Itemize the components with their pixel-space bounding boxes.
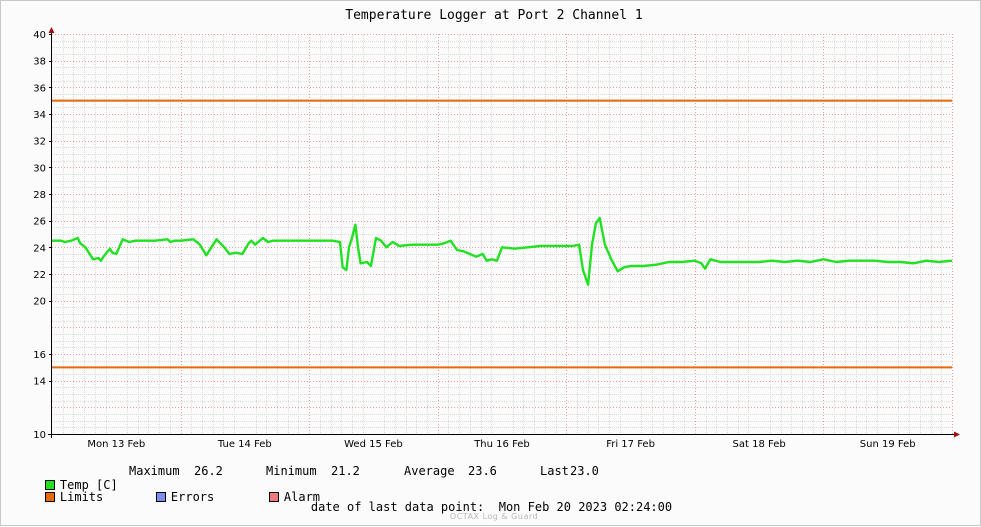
y-tick-label: 10 <box>33 430 46 441</box>
stat-min-value: 21.2 <box>331 464 360 478</box>
axes <box>48 27 960 438</box>
legend-errors-label: Errors <box>170 490 215 504</box>
legend-alarm-swatch <box>268 492 279 502</box>
brand-watermark: OCTAX Log & Guard <box>449 512 539 521</box>
y-tick-label: 28 <box>33 190 46 201</box>
x-tick-label: Fri 17 Feb <box>606 439 655 450</box>
y-tick-label: 24 <box>33 243 46 254</box>
legend-limits: Limits <box>16 476 103 518</box>
y-axis-arrow <box>48 27 55 33</box>
y-tick-label: 36 <box>33 83 46 94</box>
y-tick-label: 20 <box>33 297 46 308</box>
y-tick-label: 16 <box>33 350 46 361</box>
stat-min-label: Minimum <box>266 464 317 478</box>
last-data-point-label: date of last data point: <box>310 500 485 514</box>
legend-temp: Temp [C] <box>16 464 118 506</box>
x-tick-label: Mon 13 Feb <box>87 439 145 450</box>
stat-last-label: Last <box>540 464 569 478</box>
x-tick-label: Sat 18 Feb <box>733 439 786 450</box>
x-tick-labels: Mon 13 Feb Tue 14 Feb Wed 15 Feb Thu 16 Feb… <box>87 439 915 450</box>
y-tick-label: 40 <box>33 30 46 41</box>
chart-title: Temperature Logger at Port 2 Channel 1 <box>345 8 642 23</box>
minor-grid <box>52 34 952 434</box>
y-tick-label: 34 <box>33 110 46 121</box>
y-tick-label: 22 <box>33 270 46 281</box>
stat-max-value: 26.2 <box>194 464 223 478</box>
legend-alarm: Alarm <box>240 476 320 518</box>
stat-avg-value: 23.6 <box>468 464 497 478</box>
stat-last-value: 23.0 <box>570 464 599 478</box>
legend-errors: Errors <box>127 476 214 518</box>
x-tick-label: Thu 16 Feb <box>473 439 530 450</box>
legend-errors-swatch <box>155 492 166 502</box>
x-tick-label: Tue 14 Feb <box>217 439 272 450</box>
y-tick-labels: 10 14 16 20 22 24 26 28 30 32 34 36 38 40 <box>33 30 46 441</box>
last-data-point: date of last data point: Mon Feb 20 2023… <box>1 500 981 514</box>
y-tick-label: 32 <box>33 137 46 148</box>
x-tick-label: Sun 19 Feb <box>860 439 916 450</box>
last-data-point-value: Mon Feb 20 2023 02:24:00 <box>498 500 673 514</box>
legend-temp-swatch <box>44 480 55 490</box>
legend-alarm-label: Alarm <box>283 490 321 504</box>
y-tick-label: 26 <box>33 217 46 228</box>
y-tick-label: 14 <box>33 377 46 388</box>
series-layer <box>52 216 953 286</box>
legend-limits-label: Limits <box>59 490 104 504</box>
y-tick-label: 38 <box>33 57 46 68</box>
x-axis-arrow <box>954 431 960 438</box>
limit-lines <box>52 99 952 369</box>
legend-temp-label: Temp [C] <box>59 478 118 492</box>
legend-limits-swatch <box>44 492 55 502</box>
x-tick-label: Wed 15 Feb <box>344 439 403 450</box>
series-line <box>52 216 953 286</box>
stat-avg-label: Average <box>404 464 455 478</box>
y-tick-label: 30 <box>33 163 46 174</box>
stat-max-label: Maximum <box>129 464 180 478</box>
